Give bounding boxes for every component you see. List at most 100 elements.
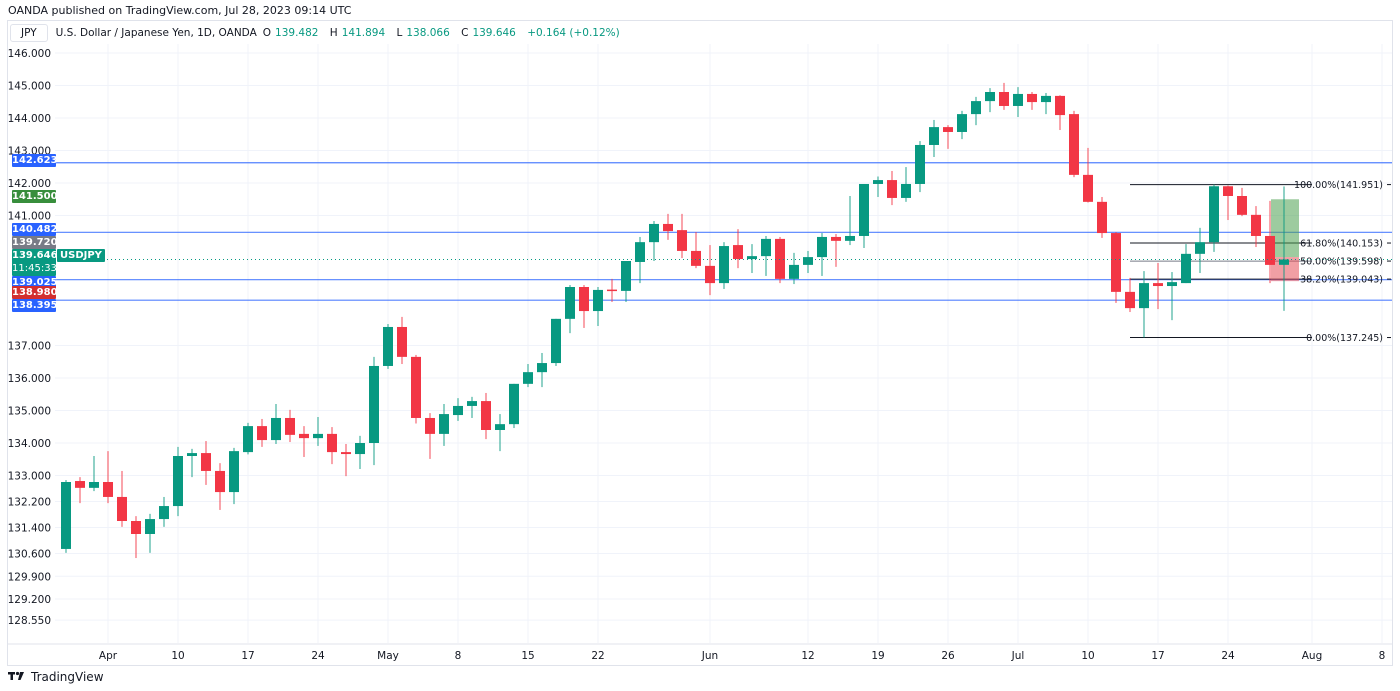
candle-body xyxy=(691,250,701,266)
candles xyxy=(61,82,1289,559)
candle-body xyxy=(145,519,155,534)
time-tick-label: Jun xyxy=(701,650,718,662)
last-price-badge: 139.646 11:45:33 xyxy=(12,249,58,276)
candle-body xyxy=(1013,93,1023,106)
candle xyxy=(1223,185,1233,221)
candle xyxy=(1083,147,1093,203)
candle xyxy=(411,354,421,424)
symbol-bar: JPY U.S. Dollar / Japanese Yen, 1D, OAND… xyxy=(10,23,624,42)
candle-body xyxy=(887,180,897,198)
candle-body xyxy=(747,256,757,260)
candle xyxy=(537,352,547,388)
candle-body xyxy=(187,453,197,456)
candle xyxy=(243,422,253,455)
candle xyxy=(1279,186,1289,311)
price-tick-label: 146.000 xyxy=(8,48,51,60)
currency-button[interactable]: JPY xyxy=(10,23,48,42)
published-caption: OANDA published on TradingView.com, Jul … xyxy=(8,4,352,17)
candle xyxy=(523,364,533,388)
candle xyxy=(677,213,687,259)
candle xyxy=(383,324,393,369)
candle xyxy=(761,235,771,276)
candle-body xyxy=(1055,95,1065,116)
candle-body xyxy=(495,424,505,430)
candle xyxy=(621,261,631,302)
candle xyxy=(495,414,505,452)
candle xyxy=(1125,277,1135,313)
candle xyxy=(117,470,127,527)
candle xyxy=(271,404,281,444)
candle xyxy=(145,513,155,553)
open-label: O xyxy=(262,26,272,39)
candle xyxy=(467,396,477,418)
candle xyxy=(103,451,113,504)
candle-body xyxy=(285,417,295,435)
candle-body xyxy=(565,287,575,319)
price-tick-label: 130.600 xyxy=(8,549,51,561)
price-tick-label: 129.900 xyxy=(8,571,51,583)
candle xyxy=(509,383,519,429)
candle-body xyxy=(593,289,603,312)
candle xyxy=(1153,262,1163,310)
candle-body xyxy=(159,506,169,520)
candle-body xyxy=(1167,282,1177,287)
low-label: L xyxy=(396,26,403,39)
candle xyxy=(649,221,659,261)
candle xyxy=(887,170,897,206)
candle-body xyxy=(75,481,85,488)
candle xyxy=(341,443,351,477)
candle xyxy=(299,426,309,457)
candle-body xyxy=(523,372,533,384)
candle-body xyxy=(915,144,925,184)
price-tick-label: 136.000 xyxy=(8,373,51,385)
candle-body xyxy=(61,482,71,549)
candle-body xyxy=(985,92,995,102)
candle xyxy=(929,119,939,157)
candle xyxy=(75,477,85,504)
candle xyxy=(719,242,729,289)
chart-frame xyxy=(7,20,1393,666)
candle-body xyxy=(369,365,379,443)
time-tick-label: 8 xyxy=(455,650,462,662)
fib-level-label: 50.00%(139.598) xyxy=(1300,257,1383,268)
candle-body xyxy=(719,246,729,284)
candle xyxy=(327,427,337,465)
candle-body xyxy=(789,264,799,279)
candle xyxy=(61,480,71,553)
candle xyxy=(579,285,589,328)
candle-body xyxy=(341,452,351,455)
candle xyxy=(635,236,645,284)
close-value: 139.646 xyxy=(472,26,516,39)
price-axis: 146.000145.000144.000143.000142.000141.0… xyxy=(8,48,51,627)
candle xyxy=(439,404,449,446)
tradingview-wordmark: TradingView xyxy=(31,670,104,684)
candle-body xyxy=(425,417,435,434)
tradingview-footer[interactable]: TradingView xyxy=(8,670,104,684)
tradingview-logo-icon xyxy=(8,670,26,684)
ohlc-legend: O 139.482 H 141.894 L 138.066 C 139.646 +0.1… xyxy=(263,27,624,39)
candle-body xyxy=(439,414,449,434)
candle-body xyxy=(579,287,589,312)
candle-body xyxy=(1237,196,1247,215)
time-tick-label: 19 xyxy=(871,650,884,662)
candle-body xyxy=(663,223,673,232)
candle-body xyxy=(453,405,463,416)
price-tick-label: 144.000 xyxy=(8,113,51,125)
time-tick-label: Jul xyxy=(1011,650,1025,662)
symbol-tag: USDJPY xyxy=(57,249,105,262)
high-label: H xyxy=(329,26,338,39)
candle-body xyxy=(299,433,309,439)
candle-body xyxy=(229,451,239,493)
candle-body xyxy=(943,127,953,132)
candle-body xyxy=(1041,95,1051,103)
fib-retracement: 100.00%(141.951) 61.80%(140.153) 50.00%(13… xyxy=(1130,180,1391,344)
hline-price-badge: 140.482 xyxy=(12,223,58,236)
price-tick-label: 132.200 xyxy=(8,497,51,509)
close-label: C xyxy=(461,26,469,39)
candle xyxy=(313,417,323,446)
candle-body xyxy=(201,453,211,471)
position-profit-zone xyxy=(1271,199,1299,258)
candle-body xyxy=(1153,283,1163,287)
candle xyxy=(691,232,701,269)
